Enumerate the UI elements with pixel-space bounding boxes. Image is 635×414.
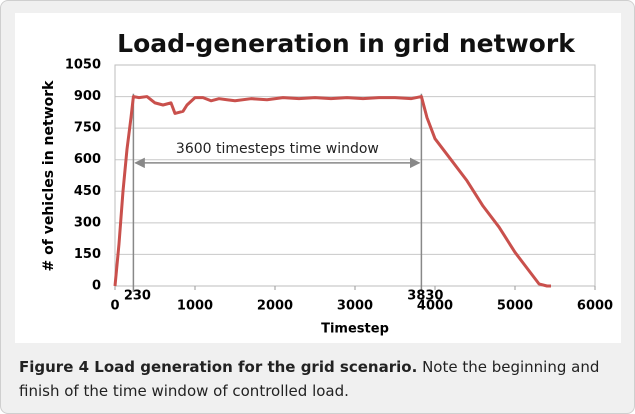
y-tick-label: 750 [74, 121, 101, 136]
x-axis-label: Timestep [321, 322, 389, 337]
x-tick-label: 1000 [177, 299, 213, 314]
x-tick-label: 3000 [337, 299, 373, 314]
y-tick-label: 600 [74, 152, 101, 167]
x-tick-label: 2000 [257, 299, 293, 314]
caption-text: Note the beginning and finish of the tim… [19, 358, 600, 400]
chart-title: Load-generation in grid network [117, 29, 576, 58]
x-tick-label: 0 [110, 299, 119, 314]
y-axis-label: # of vehicles in network [41, 80, 57, 272]
y-tick-label: 900 [74, 89, 101, 104]
y-tick-label: 0 [92, 279, 101, 294]
x-tick-label: 5000 [497, 299, 533, 314]
data-line [113, 95, 551, 288]
chart-background [15, 13, 621, 343]
annotation-text: 3600 timesteps time window [176, 141, 379, 157]
y-tick-label: 450 [74, 184, 101, 199]
y-tick-label: 1050 [65, 58, 101, 73]
x-tick-label: 4000 [417, 299, 453, 314]
caption-label: Figure 4 Load generation for the grid sc… [19, 358, 418, 376]
marker-label: 3830 [407, 289, 443, 304]
y-tick-label: 300 [74, 215, 101, 230]
marker-label: 230 [124, 289, 151, 304]
x-tick-label: 6000 [577, 299, 613, 314]
caption: Figure 4 Load generation for the grid sc… [19, 355, 619, 403]
chart: Load-generation in grid network Timestep… [15, 13, 621, 343]
y-tick-label: 150 [74, 247, 101, 262]
